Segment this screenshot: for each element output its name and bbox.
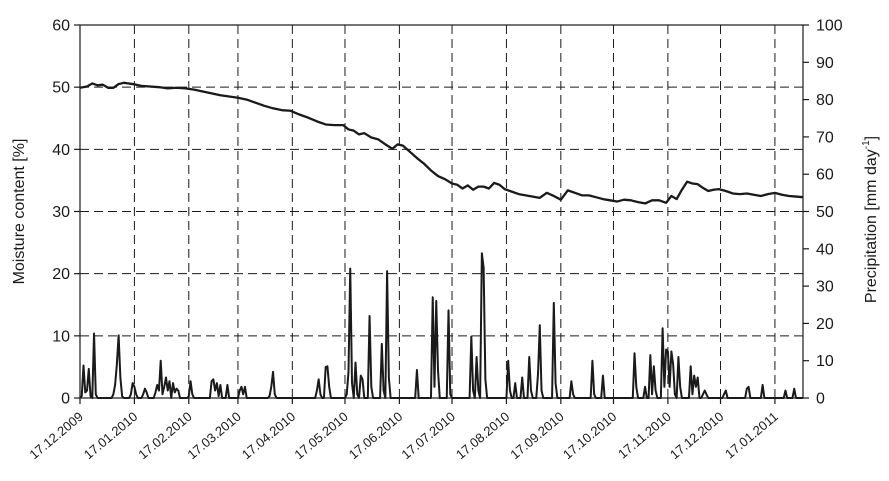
right-tick-label: 90 — [816, 55, 834, 72]
moisture-series-line — [79, 81, 804, 205]
right-tick-label: 30 — [816, 279, 834, 296]
x-tick-label: 17.10.2010 — [560, 409, 619, 462]
right-axis-ticks: 0 10 20 30 40 50 60 70 80 90 100 — [803, 18, 843, 408]
right-tick-label: 0 — [816, 391, 825, 408]
x-tick-label: 17.02.2010 — [135, 409, 194, 462]
right-tick-label: 80 — [816, 92, 834, 109]
x-axis-ticks: 17.12.200917.01.201017.02.201017.03.2010… — [26, 398, 781, 462]
left-axis-label: Moisture content [%] — [11, 139, 28, 285]
right-tick-label: 100 — [816, 18, 843, 35]
left-tick-label: 40 — [52, 142, 70, 159]
x-tick-label: 17.09.2010 — [507, 409, 566, 462]
right-tick-label: 40 — [816, 241, 834, 258]
right-tick-label: 10 — [816, 353, 834, 370]
left-tick-label: 30 — [52, 204, 70, 221]
left-tick-label: 60 — [52, 18, 70, 35]
right-axis-label: Precipitation [mm day-1] — [861, 136, 880, 303]
left-tick-label: 0 — [61, 391, 70, 408]
x-tick-label: 17.08.2010 — [453, 409, 512, 462]
x-tick-label: 17.07.2010 — [398, 409, 457, 462]
x-tick-label: 17.12.2010 — [667, 409, 726, 462]
left-tick-label: 10 — [52, 328, 70, 345]
right-tick-label: 20 — [816, 316, 834, 333]
right-tick-label: 50 — [816, 204, 834, 221]
x-tick-label: 17.12.2009 — [26, 409, 85, 462]
x-tick-label: 17.05.2010 — [291, 409, 350, 462]
gridlines — [80, 25, 803, 398]
right-axis-label-superscript: -1 — [861, 140, 872, 149]
right-tick-label: 60 — [816, 167, 834, 184]
x-tick-label: 17.01.2011 — [722, 409, 781, 462]
x-tick-label: 17.04.2010 — [239, 409, 298, 462]
right-axis-label-main: Precipitation [mm day — [863, 149, 880, 303]
x-tick-label: 17.11.2010 — [615, 409, 674, 462]
left-tick-label: 50 — [52, 80, 70, 97]
right-tick-label: 70 — [816, 129, 834, 146]
left-tick-label: 20 — [52, 266, 70, 283]
x-tick-label: 17.03.2010 — [184, 409, 243, 462]
x-tick-label: 17.01.2010 — [81, 409, 140, 462]
left-axis-ticks: 0 10 20 30 40 50 60 — [52, 18, 80, 408]
x-tick-label: 17.06.2010 — [346, 409, 405, 462]
right-axis-label-end: ] — [863, 136, 880, 140]
